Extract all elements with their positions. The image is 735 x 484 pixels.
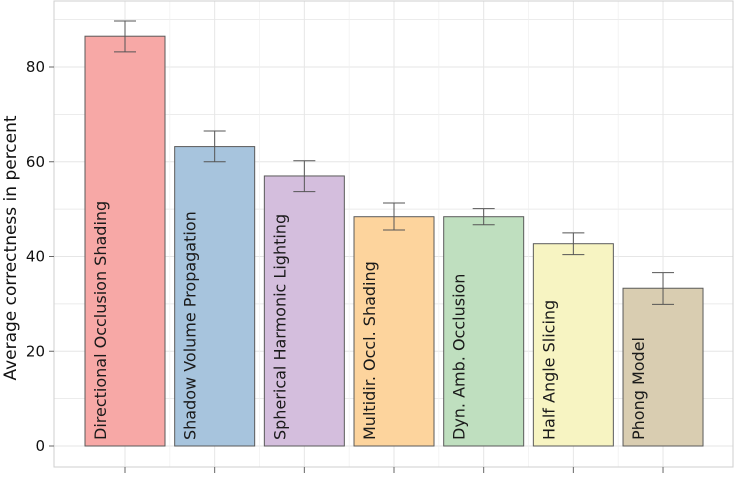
y-tick-label: 60: [26, 153, 45, 171]
bar: [443, 216, 525, 447]
bar: [532, 243, 614, 447]
bar: [174, 146, 256, 447]
bar-label: Shadow Volume Propagation: [181, 211, 200, 440]
axes: 0 20 40 60 80: [26, 58, 664, 473]
y-tick-label: 80: [26, 58, 45, 76]
bar: [84, 35, 166, 447]
bar: [353, 216, 435, 447]
bar-label: Multidir. Occl. Shading: [360, 261, 379, 440]
bar-label: Half Angle Slicing: [539, 300, 558, 440]
bar-label: Dyn. Amb. Occlusion: [450, 274, 469, 440]
bars: [84, 35, 704, 447]
bar: [622, 287, 704, 447]
bar-label: Spherical Harmonic Lighting: [270, 214, 289, 440]
y-tick-label: 40: [26, 248, 45, 266]
plot-frame: [53, 0, 734, 468]
bar: [263, 175, 345, 447]
y-axis-label: Average correctness in percent: [1, 115, 21, 380]
bar-labels: Directional Occlusion Shading Shadow Volu…: [91, 201, 648, 440]
y-tick-label: 20: [26, 342, 45, 360]
plot-border: [53, 0, 734, 468]
bar-label: Phong Model: [629, 337, 648, 440]
error-bars: [114, 20, 675, 305]
y-tick-label: 0: [35, 437, 45, 455]
bar-label: Directional Occlusion Shading: [91, 201, 110, 440]
